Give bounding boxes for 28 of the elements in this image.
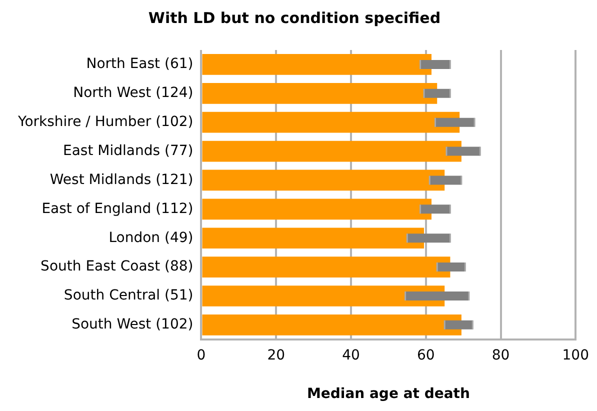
bar [202, 314, 462, 336]
bar [202, 140, 462, 162]
y-tick-label: South Central (51) [64, 288, 194, 304]
bar [202, 170, 445, 191]
y-tick-label: North West (124) [73, 85, 194, 102]
y-tick-label: East of England (112) [42, 200, 194, 217]
y-tick-label: Yorkshire / Humber (102) [16, 114, 194, 130]
bar [202, 286, 445, 306]
bar [202, 256, 450, 278]
y-tick-label: London (49) [108, 230, 194, 246]
bar [202, 198, 432, 220]
x-tick-label: 20 [267, 347, 286, 364]
y-tick-label: East Midlands (77) [63, 142, 194, 159]
bar [202, 54, 432, 75]
x-tick-label: 60 [416, 347, 435, 364]
x-axis-title: Median age at death [306, 386, 470, 402]
x-tick-label: 80 [492, 347, 510, 364]
y-tick-label: West Midlands (121) [50, 172, 194, 188]
y-tick-label: South West (102) [72, 316, 194, 333]
bar [202, 228, 424, 249]
x-tick-label: 0 [196, 347, 206, 364]
x-tick-label: 40 [342, 347, 360, 364]
bar [202, 112, 460, 133]
chart-title: With LD but no condition specified [148, 8, 441, 27]
bar [202, 82, 438, 104]
y-tick-label: South East Coast (88) [40, 258, 194, 275]
x-tick-label: 100 [562, 347, 590, 364]
y-tick-label: North East (61) [86, 56, 194, 72]
